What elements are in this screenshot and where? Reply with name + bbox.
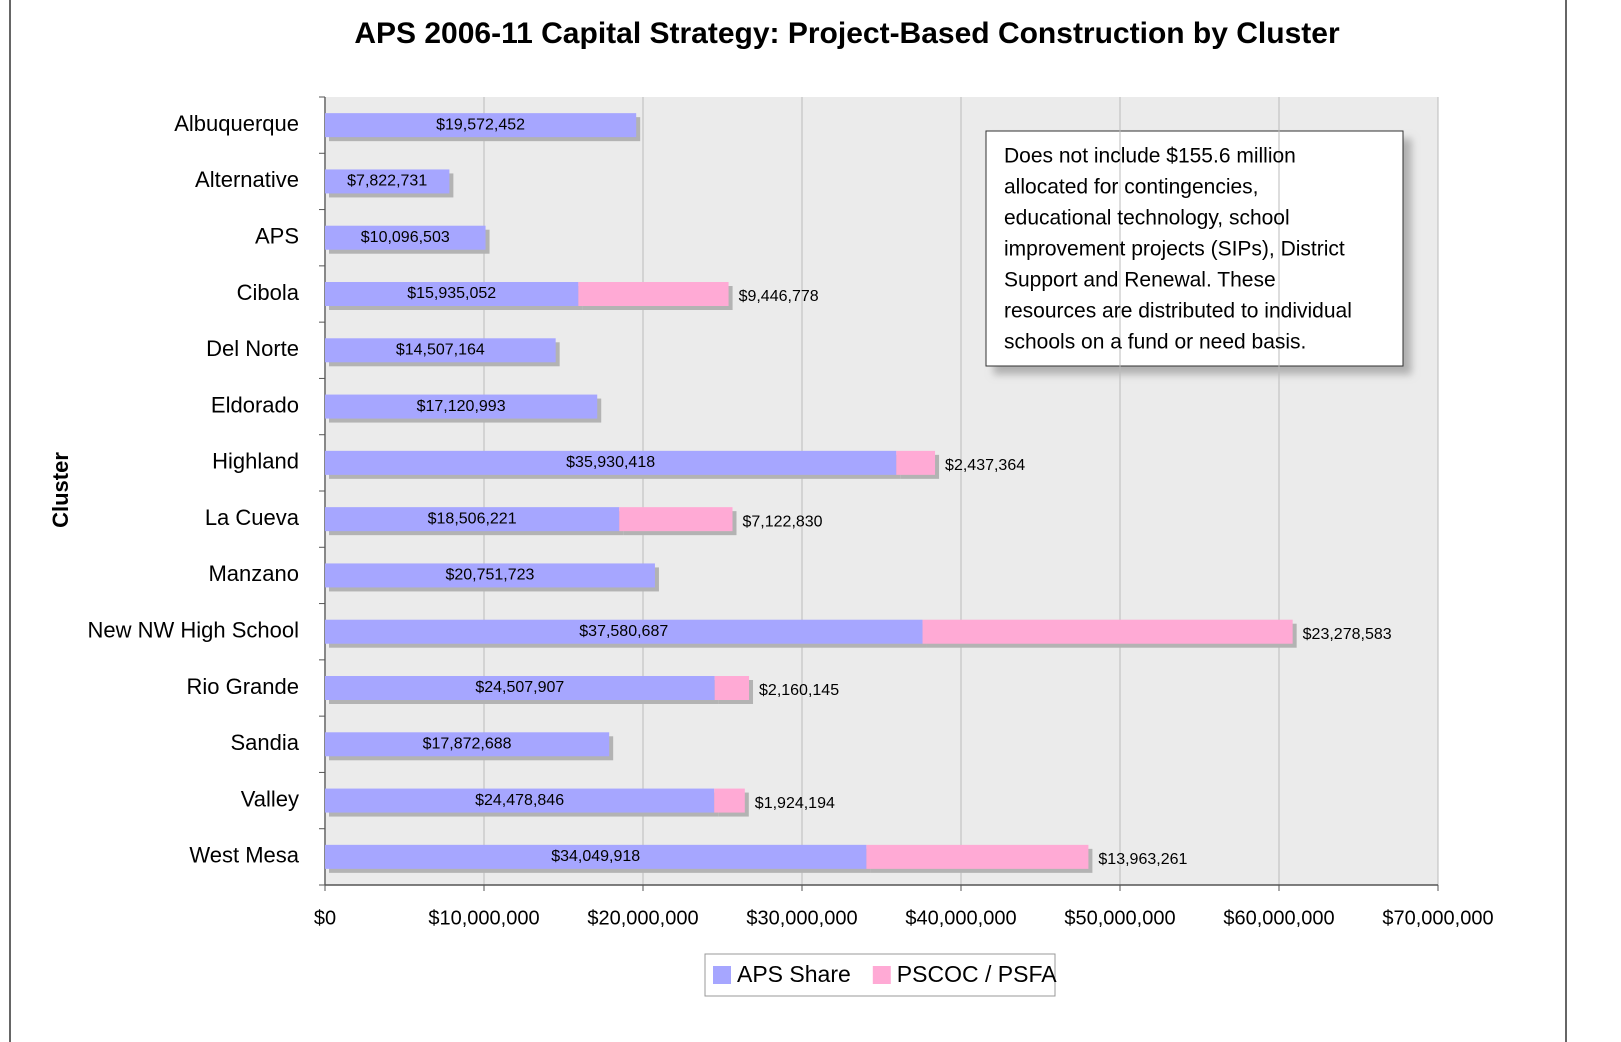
y-axis-label: Cluster: [48, 452, 73, 528]
bar: [325, 844, 867, 869]
data-label: $1,924,194: [755, 795, 835, 812]
annotation-line: allocated for contingencies,: [1004, 176, 1259, 199]
data-label: $20,751,723: [445, 567, 534, 584]
annotation-line: educational technology, school: [1004, 207, 1290, 230]
x-tick-label: $30,000,000: [746, 907, 857, 929]
y-tick-label: APS: [255, 224, 299, 249]
data-label: $24,507,907: [475, 679, 564, 696]
data-label: $24,478,846: [475, 792, 564, 809]
data-label: $13,963,261: [1098, 851, 1187, 868]
x-tick-label: $70,000,000: [1382, 907, 1493, 929]
x-tick-label: $10,000,000: [428, 907, 539, 929]
data-label: $35,930,418: [566, 454, 655, 471]
y-tick-label: Eldorado: [211, 392, 299, 417]
x-tick-label: $60,000,000: [1223, 907, 1334, 929]
x-tick-label: $40,000,000: [905, 907, 1016, 929]
legend-label: APS Share: [737, 961, 851, 987]
bar: [325, 450, 897, 475]
data-label: $17,872,688: [423, 736, 512, 753]
y-tick-label: Albuquerque: [174, 111, 299, 136]
y-tick-label: Sandia: [230, 730, 299, 755]
y-tick-label: Del Norte: [206, 336, 299, 361]
y-tick-label: Valley: [241, 786, 299, 811]
data-label: $37,580,687: [579, 623, 668, 640]
bar: [325, 507, 620, 532]
legend-swatch: [713, 966, 731, 984]
x-tick-label: $50,000,000: [1064, 907, 1175, 929]
legend-swatch: [872, 966, 891, 984]
x-tick-label: $20,000,000: [587, 907, 698, 929]
data-label: $9,446,778: [739, 288, 819, 305]
bar: [325, 619, 923, 644]
chart-title: APS 2006-11 Capital Strategy: Project-Ba…: [354, 17, 1340, 50]
y-tick-label: La Cueva: [205, 505, 300, 530]
bar: [325, 732, 610, 757]
data-label: $7,822,731: [347, 173, 427, 190]
bar: [896, 450, 936, 475]
bar: [325, 225, 486, 250]
bar: [578, 282, 729, 306]
bar: [325, 676, 715, 700]
frame: [9, 0, 1567, 1042]
bar: [325, 394, 598, 419]
data-label: $23,278,583: [1303, 626, 1392, 643]
data-label: $10,096,503: [361, 229, 450, 246]
legend-label: PSCOC / PSFA: [897, 961, 1057, 987]
bar: [325, 563, 655, 588]
annotation-line: improvement projects (SIPs), District: [1004, 238, 1345, 261]
data-label: $14,507,164: [396, 342, 485, 359]
data-label: $7,122,830: [743, 513, 823, 530]
bar: [866, 844, 1089, 869]
data-label: $2,160,145: [759, 682, 839, 699]
y-tick-label: Manzano: [208, 561, 299, 586]
y-tick-label: Rio Grande: [186, 674, 299, 699]
bar: [325, 788, 715, 813]
y-tick-label: Alternative: [195, 167, 299, 192]
bar: [325, 113, 637, 138]
data-label: $15,935,052: [407, 285, 496, 302]
bar: [325, 338, 556, 363]
data-label: $34,049,918: [551, 848, 640, 865]
bar: [325, 169, 450, 194]
bar: [714, 788, 745, 813]
y-tick-label: Cibola: [237, 280, 300, 305]
annotation-line: schools on a fund or need basis.: [1004, 331, 1306, 354]
annotation-line: Support and Renewal. These: [1004, 269, 1276, 292]
y-tick-label: Highland: [212, 449, 299, 474]
bar: [714, 676, 750, 700]
data-label: $2,437,364: [945, 457, 1025, 474]
x-tick-label: $0: [314, 907, 336, 929]
bar: [325, 282, 579, 306]
y-tick-label: New NW High School: [87, 618, 299, 643]
annotation-line: resources are distributed to individual: [1004, 300, 1352, 323]
data-label: $19,572,452: [436, 116, 525, 133]
annotation-box: [985, 130, 1404, 367]
y-tick-label: West Mesa: [189, 843, 299, 868]
annotation-line: Does not include $155.6 million: [1004, 145, 1296, 168]
bar: [922, 619, 1293, 644]
data-label: $18,506,221: [428, 510, 517, 527]
bar: [619, 507, 733, 532]
data-label: $17,120,993: [417, 398, 506, 415]
